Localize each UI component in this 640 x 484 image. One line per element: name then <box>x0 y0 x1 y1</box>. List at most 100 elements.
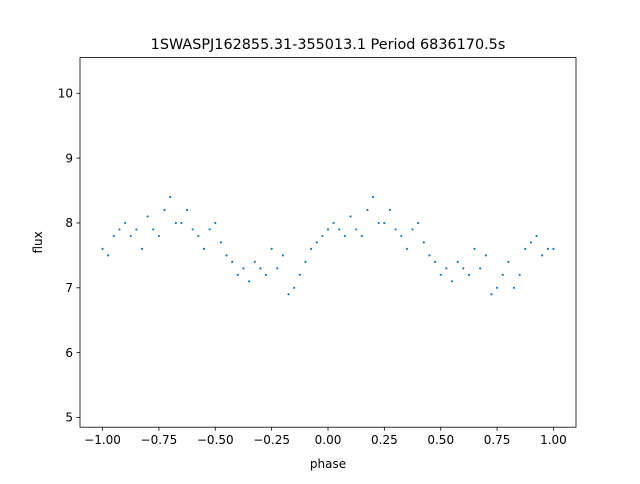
data-point <box>445 267 448 270</box>
data-point <box>439 273 442 276</box>
data-point <box>343 234 347 238</box>
data-point <box>518 273 521 276</box>
y-tick-label: 10 <box>58 86 73 100</box>
data-point <box>383 221 386 225</box>
y-tick-label: 7 <box>65 281 73 295</box>
y-tick-label: 8 <box>65 216 73 230</box>
data-point <box>366 208 369 212</box>
data-point <box>371 195 375 199</box>
data-point <box>298 273 301 276</box>
data-point <box>276 267 279 270</box>
data-point <box>208 228 211 231</box>
data-point <box>152 228 155 231</box>
x-tick-label: 0.50 <box>427 433 454 447</box>
data-point <box>287 293 290 296</box>
data-point <box>422 241 425 244</box>
data-point <box>315 241 318 244</box>
y-tick-label: 6 <box>65 346 73 360</box>
chart-title: 1SWASPJ162855.31-355013.1 Period 6836170… <box>151 37 506 53</box>
data-point <box>535 234 538 238</box>
data-point <box>326 228 330 231</box>
data-point <box>219 241 223 244</box>
data-point <box>242 267 245 270</box>
data-point <box>304 260 307 263</box>
y-axis-label: flux <box>31 231 45 253</box>
data-point <box>135 228 138 231</box>
x-axis-label: phase <box>310 457 346 471</box>
data-point <box>101 247 104 250</box>
data-point <box>236 273 239 276</box>
data-point <box>552 247 555 250</box>
data-point <box>225 254 228 257</box>
data-point <box>293 286 296 289</box>
data-point <box>473 247 476 250</box>
data-point <box>490 293 493 296</box>
data-point <box>524 247 527 250</box>
y-tick-label: 5 <box>65 411 73 425</box>
data-point <box>118 228 121 231</box>
data-point <box>253 260 256 263</box>
data-point <box>202 247 206 250</box>
x-tick-label: −0.50 <box>197 433 234 447</box>
data-point <box>197 234 200 238</box>
x-tick-label: −0.75 <box>141 433 178 447</box>
data-point <box>247 280 251 283</box>
data-point <box>281 254 285 257</box>
data-point <box>112 234 115 238</box>
data-point <box>417 221 420 225</box>
data-point <box>107 254 110 257</box>
data-point <box>512 286 516 289</box>
data-point <box>180 221 183 225</box>
data-point <box>501 273 504 276</box>
data-point <box>157 234 161 238</box>
data-point <box>450 280 454 283</box>
data-point <box>349 215 352 218</box>
data-point <box>541 254 544 257</box>
y-tick-label: 9 <box>65 151 73 165</box>
data-points <box>101 195 555 296</box>
data-point <box>169 195 172 199</box>
data-point <box>484 254 487 257</box>
data-point <box>338 228 341 231</box>
data-point <box>360 234 363 238</box>
data-point <box>214 221 217 225</box>
data-point <box>495 286 499 289</box>
data-point <box>231 260 234 263</box>
data-point <box>377 221 380 225</box>
data-point <box>140 247 144 250</box>
data-point <box>467 273 471 276</box>
data-point <box>405 247 409 250</box>
data-point <box>428 254 431 257</box>
data-point <box>394 228 397 231</box>
data-point <box>411 228 414 231</box>
data-point <box>146 215 149 218</box>
data-point <box>507 260 510 263</box>
data-point <box>400 234 403 238</box>
data-point <box>129 234 132 238</box>
x-axis: −1.00 −0.75 −0.50 −0.25 0.00 0.25 0.50 0.75 1.00 <box>84 427 567 447</box>
x-tick-label: −1.00 <box>84 433 121 447</box>
data-point <box>270 247 273 250</box>
x-tick-label: 1.00 <box>540 433 567 447</box>
data-point <box>191 228 194 231</box>
x-tick-label: −0.25 <box>253 433 290 447</box>
x-tick-label: 0.25 <box>371 433 398 447</box>
data-point <box>123 221 127 225</box>
data-point <box>309 247 313 250</box>
data-point <box>332 221 335 225</box>
data-point <box>259 267 262 270</box>
data-point <box>546 247 549 250</box>
data-point <box>321 234 324 238</box>
data-point <box>388 208 392 212</box>
data-point <box>462 267 465 270</box>
data-point <box>163 208 166 212</box>
data-point <box>174 221 177 225</box>
data-point <box>479 267 482 270</box>
x-tick-label: 0.75 <box>484 433 511 447</box>
data-point <box>355 228 358 231</box>
data-point <box>433 260 437 263</box>
data-point <box>456 260 459 263</box>
data-point <box>185 208 189 212</box>
